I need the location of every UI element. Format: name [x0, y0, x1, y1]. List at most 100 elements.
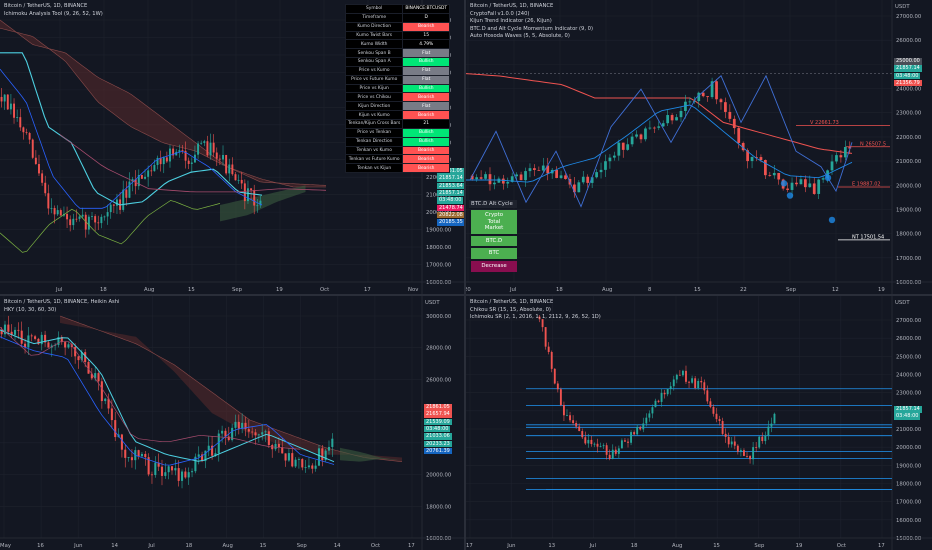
price-axis-label: 18000.00: [426, 504, 452, 510]
price-axis-label: 16000.00: [426, 280, 452, 286]
price-candle: [50, 208, 53, 209]
wave-pivot-marker: [780, 180, 788, 187]
chart-pane-bottom-right[interactable]: 27000.00 26000.00 25000.00 24000.00 23000.00…: [466, 296, 932, 550]
price-candle: [770, 423, 773, 427]
price-candle: [184, 150, 187, 161]
status-value: 15: [402, 30, 451, 41]
chikou-line: [0, 200, 221, 253]
heikin-ashi-candle: [267, 431, 270, 446]
status-label: Tenkan/Kijun Cross Bars: [344, 118, 404, 129]
heikin-ashi-candle: [13, 329, 17, 335]
price-candle: [669, 386, 672, 389]
price-candle: [528, 168, 532, 172]
price-candle: [44, 182, 47, 194]
price-candle: [153, 164, 156, 172]
price-candle: [497, 178, 501, 183]
price-axis-unit: USDT: [425, 300, 440, 306]
price-candle: [644, 128, 647, 140]
price-candle: [243, 183, 246, 202]
price-candle: [537, 169, 541, 171]
price-candle: [752, 447, 755, 460]
price-axis-label: 24000.00: [896, 87, 922, 93]
price-candle: [764, 435, 767, 442]
price-candle: [694, 378, 697, 388]
status-label: Senkou Span A: [344, 57, 404, 67]
price-candle: [231, 164, 234, 175]
price-axis-label: 19000.00: [896, 463, 922, 469]
price-axis-label: 23000.00: [896, 111, 922, 117]
heikin-ashi-candle: [291, 453, 294, 467]
price-candle: [642, 423, 645, 430]
price-tag: 25000.00: [894, 58, 922, 65]
price-candle: [587, 439, 590, 444]
chart-pane-top-right[interactable]: 27000.00 26000.00 25000.00 24000.00 23000.00…: [466, 0, 932, 294]
chart-canvas-bottom-left[interactable]: 30000.0028000.0026000.0024000.0022000.00…: [0, 296, 464, 550]
heikin-ashi-candle: [170, 466, 174, 471]
price-candle: [749, 456, 752, 460]
price-candle: [812, 183, 816, 194]
price-candle: [691, 378, 694, 383]
price-candle: [100, 216, 103, 224]
price-candle: [715, 81, 718, 100]
price-candle: [115, 199, 118, 206]
price-candle: [22, 127, 25, 133]
chart-pane-bottom-left[interactable]: 30000.0028000.0026000.0024000.0022000.00…: [0, 296, 464, 550]
price-candle: [661, 123, 665, 127]
price-candle: [663, 392, 666, 395]
price-candle: [569, 415, 571, 421]
price-candle: [181, 150, 184, 152]
price-candle: [94, 216, 97, 223]
time-axis-label: 15: [188, 287, 195, 293]
heikin-ashi-candle: [331, 438, 334, 447]
heikin-ashi-candle: [237, 421, 240, 429]
chart-canvas-bottom-right[interactable]: 27000.00 26000.00 25000.00 24000.00 23000.00…: [466, 296, 932, 550]
heikin-ashi-candle: [207, 445, 210, 451]
heikin-ashi-candle: [231, 427, 234, 441]
price-candle: [501, 178, 505, 184]
heikin-ashi-candle: [40, 334, 43, 345]
status-value: Flat: [402, 65, 451, 76]
status-row: Price vs Chikou Bearish: [344, 92, 451, 103]
price-candle: [493, 182, 496, 185]
senkou-span-b: [0, 19, 327, 186]
btcd-alt-cycle-panel: BTC.D Alt Cycle Crypto Total Market BTC.D…: [469, 200, 517, 274]
price-candle: [799, 179, 803, 185]
chart-canvas-top-right[interactable]: 27000.00 26000.00 25000.00 24000.00 23000.00…: [466, 0, 932, 294]
status-value: Bearish: [402, 154, 451, 165]
price-candle: [633, 432, 636, 435]
price-candle: [31, 139, 34, 158]
price-candle: [178, 150, 181, 152]
time-axis-label: 14: [334, 543, 341, 549]
price-candle: [159, 157, 162, 165]
price-candle: [645, 417, 648, 424]
price-candle: [657, 400, 660, 402]
price-candle: [16, 117, 19, 118]
price-candle: [218, 158, 221, 160]
status-row: Tenkan vs Kumo Bearish: [344, 145, 451, 156]
price-candle: [817, 179, 821, 194]
price-candle: [758, 436, 761, 448]
price-candle: [515, 174, 519, 177]
kumo-cloud-bull: [340, 447, 401, 462]
price-candle: [546, 165, 550, 174]
price-axis-label: 26000.00: [896, 336, 922, 342]
time-axis-label: 17: [408, 543, 415, 549]
heikin-ashi-candle: [0, 329, 3, 335]
status-row: Tenkan/Kijun Cross Bars 21: [344, 118, 451, 129]
price-candle: [709, 401, 712, 407]
price-candle: [764, 160, 767, 176]
price-candle: [506, 181, 510, 184]
cryptofall-line: [466, 73, 853, 154]
pane-divider-horizontal[interactable]: [0, 294, 932, 296]
time-axis-label: Sep: [232, 287, 243, 293]
heikin-ashi-candle: [217, 433, 220, 454]
heikin-ashi-candle: [201, 454, 204, 462]
heikin-ashi-candle: [90, 373, 93, 379]
price-candle: [541, 165, 545, 171]
price-candle: [803, 179, 807, 188]
ichimoku-status-table: Symbol BINANCE:BTCUSDT Timeframe D Kumo Dire…: [344, 4, 451, 174]
pane-divider-vertical[interactable]: [464, 0, 466, 550]
price-candle: [524, 171, 527, 181]
price-candle: [621, 142, 625, 150]
price-tag: 20185.35: [437, 219, 464, 226]
